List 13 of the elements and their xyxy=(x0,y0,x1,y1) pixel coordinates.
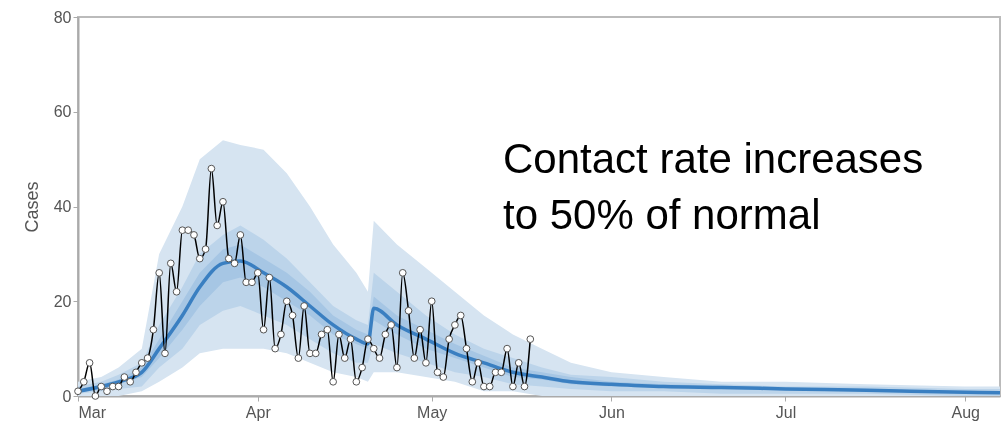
x-tick-label: May xyxy=(417,403,448,421)
y-tick-label: 60 xyxy=(53,103,72,121)
annotation: Contact rate increases to 50% of normal xyxy=(503,135,924,238)
x-tick-label: Mar xyxy=(78,403,107,421)
x-tick-label: Aug xyxy=(951,403,980,421)
y-tick-label: 20 xyxy=(53,292,72,310)
x-tick-label: Jun xyxy=(599,403,625,421)
y-tick-label: 0 xyxy=(62,387,72,405)
y-tick-label: 80 xyxy=(53,8,72,26)
x-tick-label: Jul xyxy=(775,403,797,421)
y-tick-label: 40 xyxy=(53,198,72,215)
x-tick-label: Apr xyxy=(245,403,272,421)
y-axis-title: Cases xyxy=(21,181,42,233)
